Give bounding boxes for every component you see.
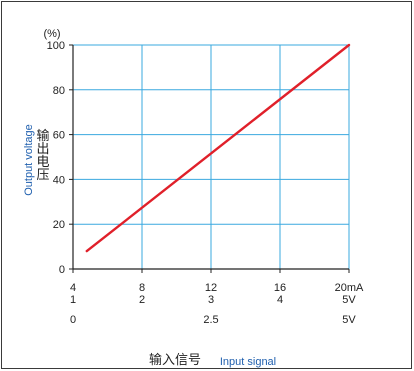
x-tick-label: 20mA [335, 282, 364, 294]
y-axis-label-char: 压 [36, 168, 49, 183]
y-tick-label: 0 [59, 264, 65, 276]
x-tick-label: 2 [139, 294, 145, 306]
x-tick-label: 4 [277, 294, 283, 306]
x-tick-label: 16 [274, 282, 286, 294]
grid [73, 44, 350, 269]
x-tick-label: 12 [205, 282, 217, 294]
y-axis-label-en: Output voltage [23, 124, 35, 196]
y-tick-label: 80 [53, 85, 65, 97]
x-tick-label: 5V [342, 314, 356, 326]
x-axis-label-cn: 输入信号 [149, 352, 201, 368]
x-tick-label: 0 [70, 314, 76, 326]
y-tick-label: 20 [53, 219, 65, 231]
x-tick-label: 1 [70, 294, 76, 306]
y-tick-labels: 0 20 40 60 80 100 [47, 40, 65, 276]
y-axis-label-char: 输 [36, 128, 49, 144]
x-axis-label-en: Input signal [220, 356, 276, 368]
y-tick-label: 40 [53, 174, 65, 186]
y-tick-label: 100 [47, 40, 65, 52]
y-tick-label: 60 [53, 130, 65, 142]
y-unit-label: (%) [43, 28, 60, 40]
x-tick-label: 5V [342, 294, 356, 306]
x-tick-label: 4 [70, 282, 76, 294]
x-tick-label: 8 [139, 282, 145, 294]
y-axis-label-char: 电 [36, 155, 49, 170]
x-tick-label: 3 [208, 294, 214, 306]
x-tick-label: 2.5 [203, 314, 218, 326]
axes [69, 44, 350, 273]
series-line [85, 43, 351, 253]
series [85, 43, 351, 253]
y-axis-label-char: 出 [36, 142, 49, 157]
